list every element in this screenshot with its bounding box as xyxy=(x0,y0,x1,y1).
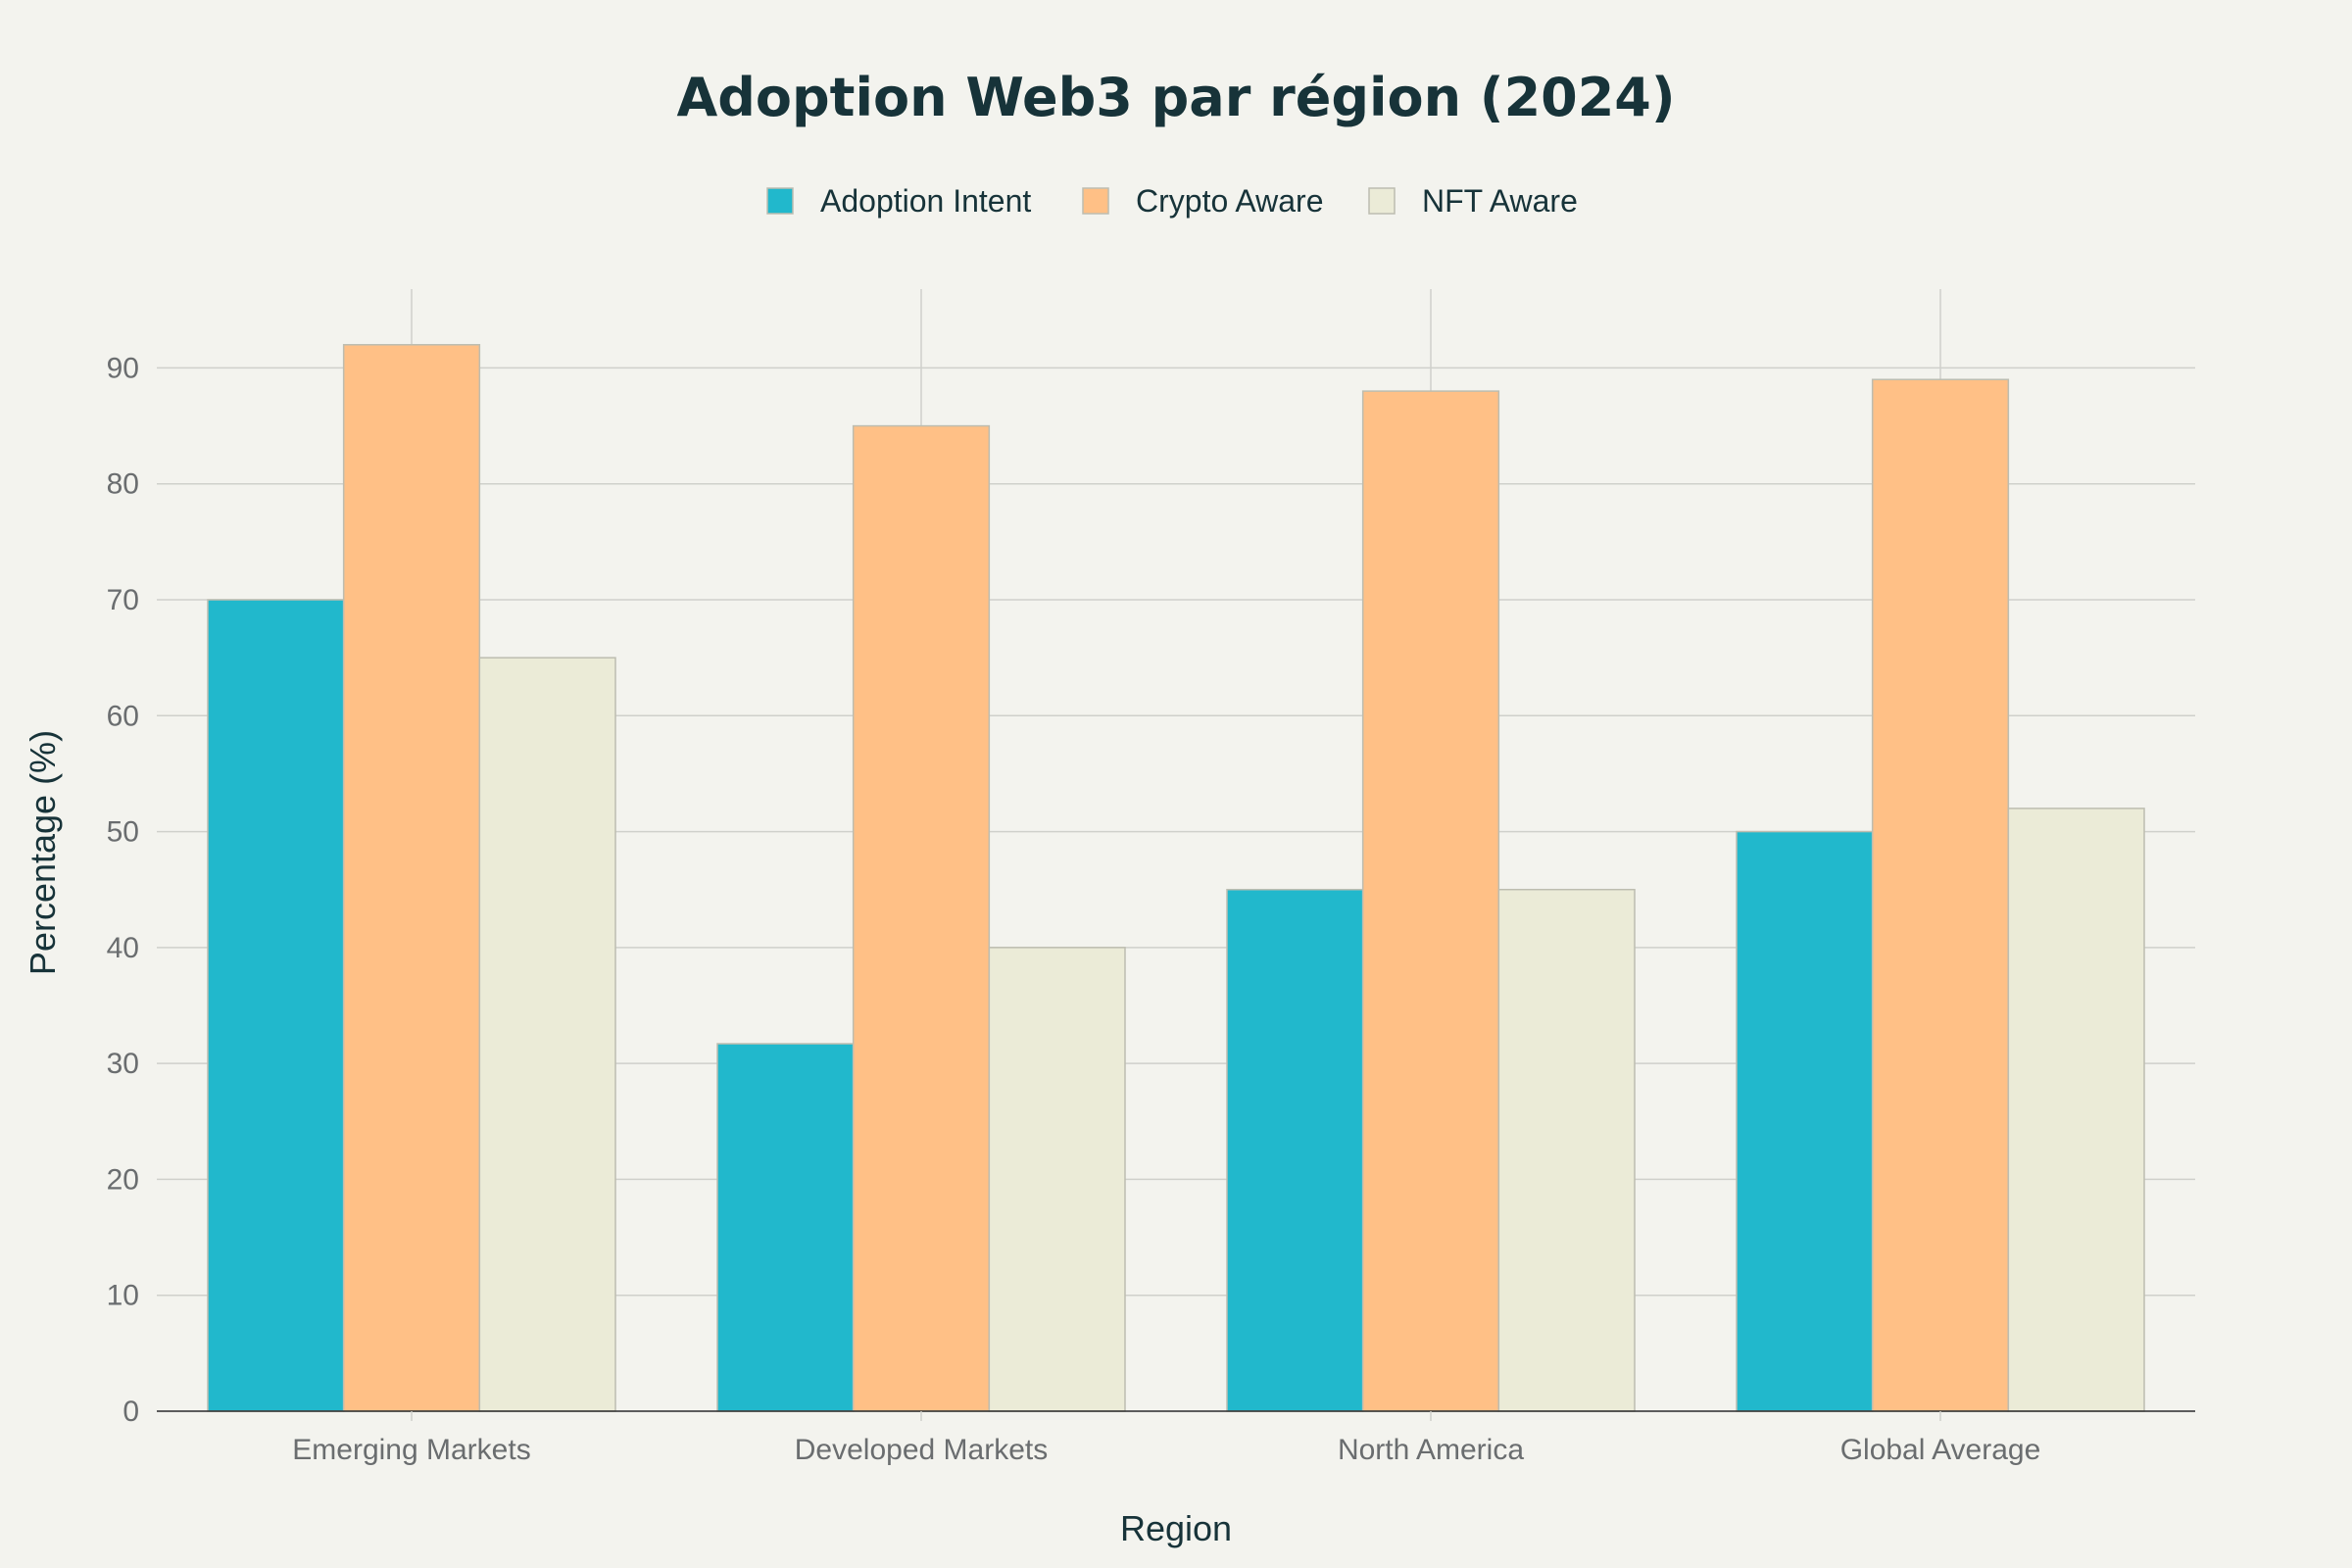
y-axis-title: Percentage (%) xyxy=(23,730,63,975)
legend-swatch xyxy=(766,187,794,215)
bar-nft-aware xyxy=(988,947,1126,1412)
legend-label: Adoption Intent xyxy=(820,183,1031,219)
y-tick-label: 40 xyxy=(107,932,139,964)
x-tick-label: Emerging Markets xyxy=(292,1434,530,1466)
y-tick-label: 90 xyxy=(107,352,139,384)
bar-adoption-intent xyxy=(1736,830,1874,1412)
legend-label: NFT Aware xyxy=(1422,183,1578,219)
bar-crypto-aware xyxy=(342,344,481,1412)
y-axis: 0 10 20 30 40 50 60 70 80 90 xyxy=(107,352,139,1428)
bar-crypto-aware xyxy=(852,424,991,1412)
legend-swatch xyxy=(1368,187,1396,215)
y-tick-label: 70 xyxy=(107,584,139,616)
bar-nft-aware xyxy=(2007,808,2145,1412)
legend-label: Crypto Aware xyxy=(1136,183,1324,219)
bar-adoption-intent xyxy=(207,599,345,1412)
x-tick-label: North America xyxy=(1338,1434,1524,1466)
legend-swatch xyxy=(1082,187,1109,215)
bar-crypto-aware xyxy=(1871,378,2010,1412)
bar-adoption-intent xyxy=(1226,888,1364,1412)
legend: Adoption Intent Crypto Aware NFT Aware xyxy=(766,183,1578,219)
x-tick-label: Developed Markets xyxy=(795,1434,1048,1466)
y-tick-label: 10 xyxy=(107,1280,139,1312)
chart-title: Adoption Web3 par région (2024) xyxy=(676,67,1675,128)
bar-nft-aware xyxy=(478,657,616,1412)
x-tick-label: Global Average xyxy=(1840,1434,2041,1466)
y-tick-label: 60 xyxy=(107,700,139,732)
legend-item[interactable]: Crypto Aware xyxy=(1082,183,1324,219)
legend-item[interactable]: Adoption Intent xyxy=(766,183,1031,219)
bar-adoption-intent xyxy=(716,1043,855,1412)
bars xyxy=(207,344,2145,1412)
x-axis: Emerging Markets Developed Markets North A… xyxy=(157,1410,2195,1466)
bar-nft-aware xyxy=(1497,888,1636,1412)
y-tick-label: 30 xyxy=(107,1048,139,1080)
bar-crypto-aware xyxy=(1361,390,1500,1412)
legend-item[interactable]: NFT Aware xyxy=(1368,183,1578,219)
x-axis-title: Region xyxy=(1120,1508,1232,1548)
y-tick-label: 20 xyxy=(107,1163,139,1196)
y-tick-label: 50 xyxy=(107,816,139,849)
y-tick-label: 80 xyxy=(107,468,139,501)
y-tick-label: 0 xyxy=(122,1396,139,1428)
